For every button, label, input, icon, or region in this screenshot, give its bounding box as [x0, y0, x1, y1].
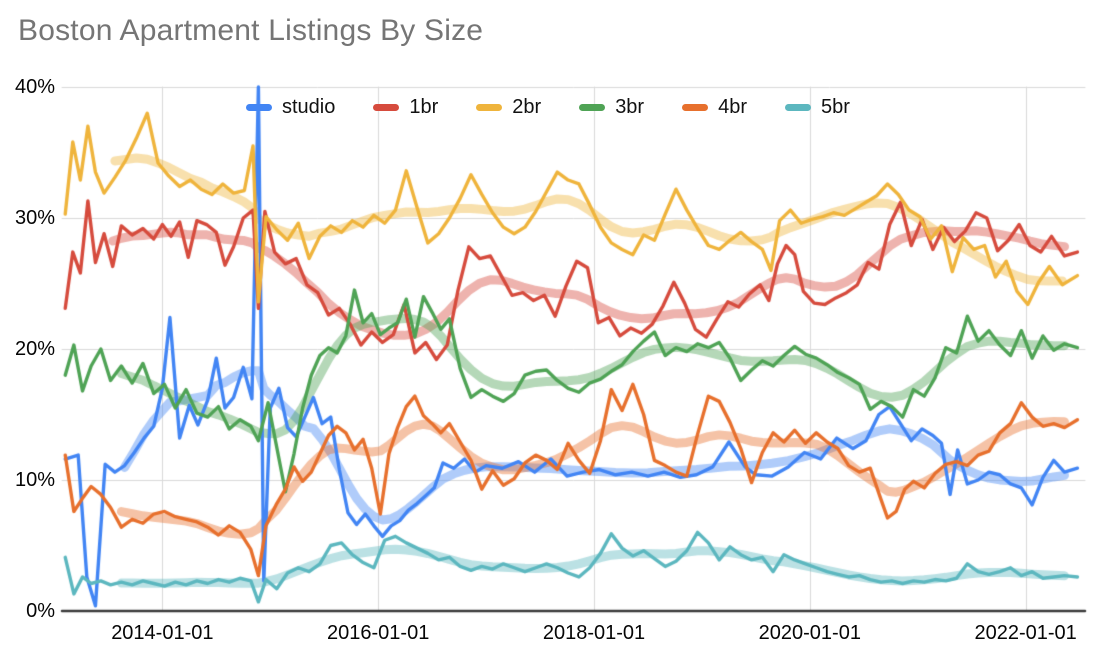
- legend-label-3br: 3br: [615, 96, 645, 118]
- x-tick-label-2014-01-01: 2014-01-01: [111, 622, 214, 644]
- y-tick-label-10%: 10%: [14, 469, 55, 491]
- legend-item-4br[interactable]: 4br: [682, 95, 747, 119]
- legend-label-studio: studio: [282, 96, 336, 118]
- legend-item-1br[interactable]: 1br: [373, 95, 438, 119]
- legend-swatch-2br: [476, 103, 503, 111]
- legend-item-3br[interactable]: 3br: [579, 95, 644, 119]
- x-tick-label-2018-01-01: 2018-01-01: [542, 622, 646, 644]
- legend-label-4br: 4br: [718, 96, 747, 118]
- y-tick-label-20%: 20%: [14, 338, 55, 360]
- x-tick-label-2016-01-01: 2016-01-01: [327, 622, 430, 644]
- legend-swatch-studio: [246, 103, 272, 111]
- y-tick-label-30%: 30%: [14, 207, 55, 229]
- legend-swatch-3br: [579, 103, 606, 111]
- legend-item-2br[interactable]: 2br: [476, 95, 541, 119]
- legend-label-5br: 5br: [821, 96, 850, 118]
- legend-item-studio[interactable]: studio: [246, 95, 335, 119]
- legend-swatch-4br: [682, 103, 709, 111]
- legend-item-5br[interactable]: 5br: [785, 95, 850, 119]
- y-tick-label-0%: 0%: [26, 600, 55, 622]
- chart-title: Boston Apartment Listings By Size: [18, 14, 484, 47]
- legend-swatch-1br: [373, 103, 400, 111]
- legend-swatch-5br: [785, 103, 811, 111]
- y-tick-label-40%: 40%: [14, 76, 55, 98]
- legend-label-1br: 1br: [409, 96, 439, 118]
- x-tick-label-2020-01-01: 2020-01-01: [758, 622, 861, 644]
- chart-legend: studio 1br 2br 3br 4br 5br: [246, 95, 850, 119]
- legend-label-2br: 2br: [512, 96, 542, 118]
- x-tick-label-2022-01-01: 2022-01-01: [974, 622, 1077, 644]
